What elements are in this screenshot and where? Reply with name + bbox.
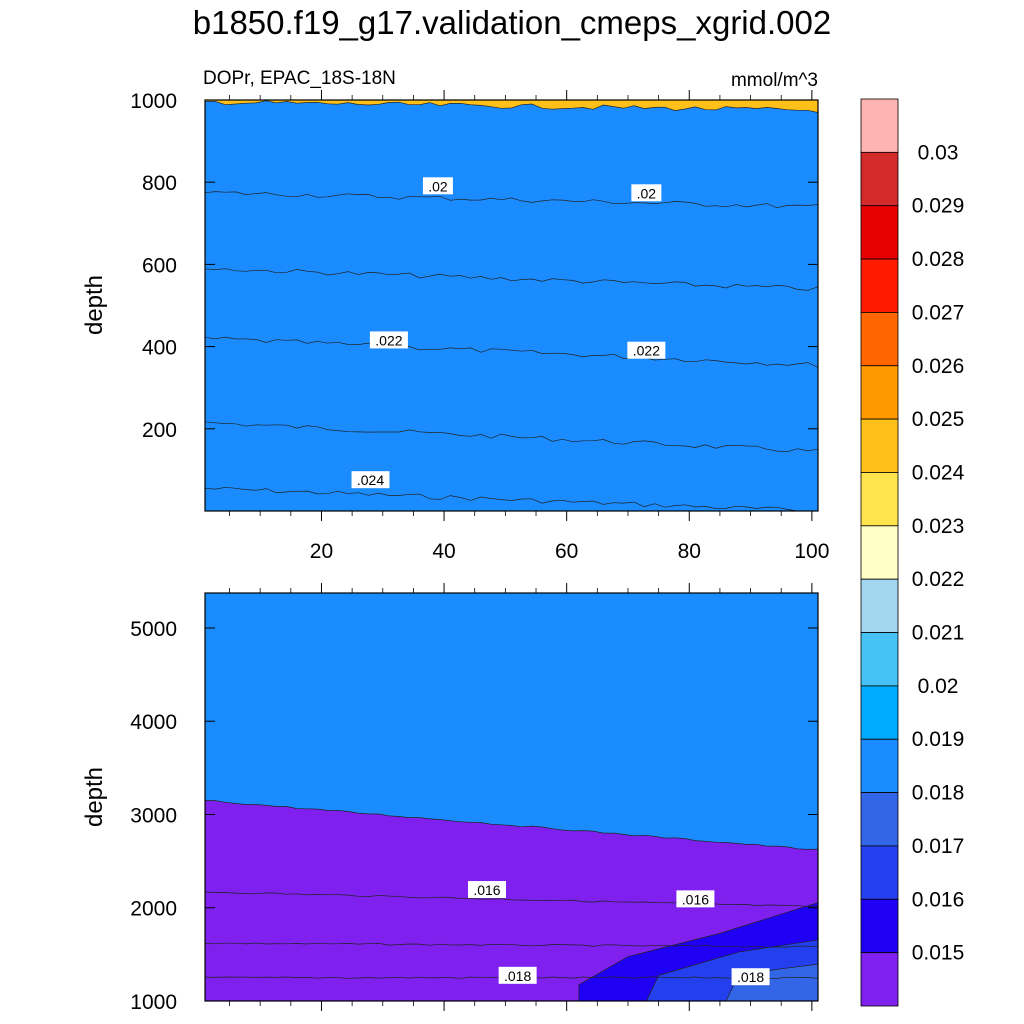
contour-label: .024: [357, 472, 384, 488]
colorbar-label: 0.029: [912, 195, 965, 218]
contour-label-bg: [631, 184, 662, 202]
contour-label: .02: [637, 185, 657, 201]
contour-line-0.02: [205, 191, 818, 209]
colorbar-swatch: [860, 312, 899, 367]
contour-label-bg: [422, 177, 453, 195]
contour-line-0.017: [205, 942, 818, 948]
contour-label-bg: [369, 331, 408, 349]
colorbar-swatch: [860, 258, 899, 313]
contour-label-bg: [467, 881, 506, 899]
colorbar-label: 0.018: [912, 782, 965, 805]
variable-subtitle: DOPr, EPAC_18S-18N: [203, 68, 396, 89]
colorbar-label: 0.023: [912, 515, 965, 538]
y-tick-label: 4000: [130, 711, 177, 734]
colorbar-label: 0.026: [912, 355, 965, 378]
contour-band-below-0.019: [205, 100, 818, 511]
y-tick-label: 200: [142, 419, 177, 442]
colorbar-label: 0.016: [912, 888, 965, 911]
colorbar-swatch: [860, 792, 899, 847]
contour-label: .018: [737, 969, 764, 985]
upper-contour-fills: [205, 100, 818, 511]
lower-contour-fills: [205, 593, 818, 1001]
upper-axis-ticks: 200 400 600 800 1000 20 40 60 80 100: [130, 90, 829, 563]
colorbar-swatch: [860, 685, 899, 740]
colorbar-swatch: [860, 365, 899, 420]
contour-line-0.024: [205, 486, 809, 511]
y-tick-label: 1000: [130, 991, 177, 1014]
contour-line-0.015: [205, 800, 818, 850]
contour-line-0.022: [205, 336, 818, 368]
colorbar: 0.03 0.029 0.028 0.027 0.026 0.025 0.024 0.023 0…: [860, 98, 965, 1007]
x-tick-label: 20: [310, 540, 333, 563]
colorbar-swatch: [860, 578, 899, 633]
units-label: mmol/m^3: [731, 70, 818, 91]
contour-label: .018: [504, 968, 531, 984]
contour-label-bg: [731, 968, 770, 986]
contour-label: .022: [633, 343, 660, 359]
contour-label: .022: [375, 332, 402, 348]
lower-plot-frame: [204, 592, 819, 1002]
colorbar-label: 0.021: [912, 622, 965, 645]
y-tick-label: 3000: [130, 804, 177, 827]
x-tick-label: 40: [432, 540, 455, 563]
x-tick-label: 80: [678, 540, 701, 563]
colorbar-swatch: [860, 738, 899, 793]
colorbar-label: 0.02: [918, 675, 959, 698]
colorbar-label: 0.017: [912, 835, 965, 858]
upper-plot-frame: [204, 99, 819, 512]
colorbar-swatch: [860, 151, 899, 207]
upper-contour-labels: .024 .022 .022 .02 .02: [351, 177, 666, 489]
lower-y-axis-label: depth: [81, 767, 108, 827]
lower-contour-panel: 1000 2000 3000 4000 5000 .018 .018 .016 .016 de…: [81, 583, 819, 1014]
colorbar-swatch: [860, 898, 899, 954]
colorbar-swatch: [860, 418, 899, 473]
y-tick-label: 400: [142, 337, 177, 360]
colorbar-swatch: [860, 472, 899, 527]
colorbar-swatch: [860, 952, 899, 1007]
x-tick-label: 60: [555, 540, 578, 563]
contour-label-bg: [498, 966, 537, 984]
colorbar-label: 0.024: [912, 461, 965, 484]
y-tick-label: 5000: [130, 618, 177, 641]
x-tick-label: 100: [794, 540, 829, 563]
colorbar-label: 0.03: [918, 141, 959, 164]
colorbar-label: 0.028: [912, 248, 965, 271]
contour-label-bg: [627, 341, 666, 359]
colorbar-label: 0.027: [912, 301, 965, 324]
colorbar-swatch: [860, 98, 899, 153]
contour-label-bg: [351, 471, 390, 489]
contour-line-0.021: [205, 268, 818, 291]
contour-line-0.019: [205, 100, 818, 113]
upper-contour-panel: 200 400 600 800 1000 20 40 60 80 100 .024 .022 .022…: [81, 90, 829, 563]
y-tick-label: 2000: [130, 898, 177, 921]
upper-y-axis-label: depth: [81, 275, 108, 335]
upper-contour-lines: [205, 100, 818, 511]
chart-title: b1850.f19_g17.validation_cmeps_xgrid.002: [192, 4, 832, 41]
colorbar-swatch: [860, 525, 899, 580]
y-tick-label: 1000: [130, 90, 177, 113]
y-tick-label: 800: [142, 172, 177, 195]
lower-contour-labels: .018 .018 .016 .016: [467, 881, 770, 986]
y-tick-label: 600: [142, 254, 177, 277]
colorbar-label: 0.015: [912, 942, 965, 965]
colorbar-label: 0.022: [912, 568, 965, 591]
contour-label: .016: [682, 891, 709, 907]
colorbar-swatch: [860, 205, 899, 260]
lower-axis-ticks: 1000 2000 3000 4000 5000: [130, 583, 818, 1014]
colorbar-label: 0.025: [912, 408, 965, 431]
contour-line-0.023: [205, 421, 818, 453]
contour-label-bg: [676, 890, 715, 908]
colorbar-label: 0.019: [912, 728, 965, 751]
contour-line-0.016: [205, 891, 818, 908]
contour-label: .016: [473, 882, 500, 898]
colorbar-swatch: [860, 632, 899, 687]
contour-label: .02: [428, 178, 448, 194]
colorbar-swatch: [860, 845, 899, 900]
